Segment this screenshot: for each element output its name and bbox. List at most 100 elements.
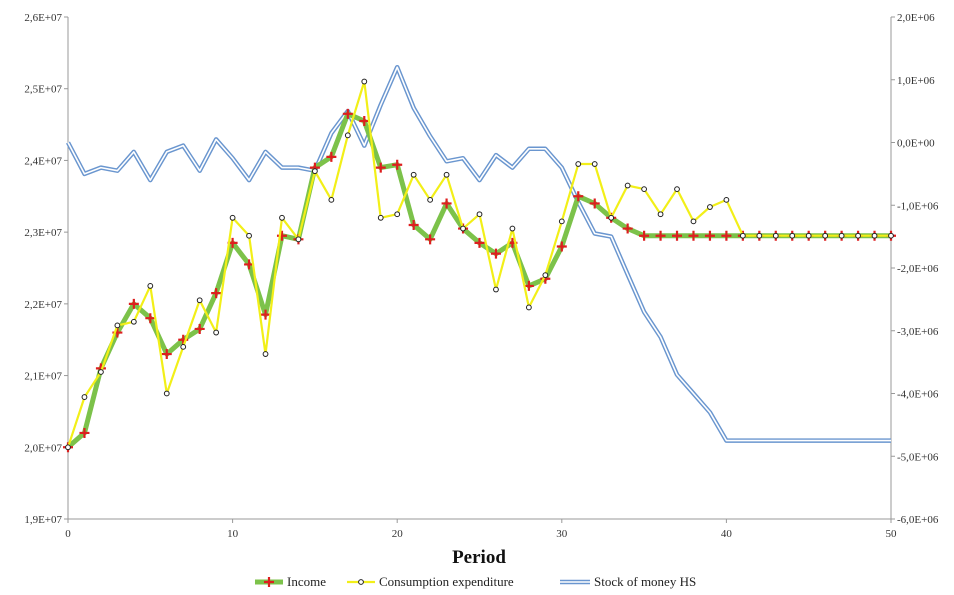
- income-point: [79, 427, 90, 438]
- consumption-point: [575, 161, 582, 167]
- right-tick-label: -6,0E+06: [897, 514, 939, 526]
- legend-marker-income: [264, 577, 274, 587]
- income-point: [408, 219, 419, 230]
- consumption-point: [295, 236, 302, 243]
- income-point: [359, 115, 370, 126]
- consumption-point: [312, 168, 318, 175]
- income-point: [260, 309, 271, 320]
- income-line: [66, 111, 891, 450]
- x-tick-label: 30: [556, 528, 568, 540]
- income-point: [211, 288, 222, 299]
- consumption-point: [591, 161, 598, 167]
- consumption-point: [739, 232, 746, 239]
- consumption-point: [262, 351, 269, 357]
- legend-label-money: Stock of money HS: [594, 574, 696, 589]
- x-tick-label: 0: [65, 528, 71, 540]
- right-tick-label: 0,0E+00: [897, 138, 935, 150]
- consumption-point: [608, 214, 615, 221]
- income-point: [375, 162, 386, 173]
- consumption-point: [690, 218, 697, 225]
- legend-marker-consumption: [358, 579, 364, 585]
- consumption-point: [196, 297, 203, 304]
- consumption-point: [542, 272, 549, 279]
- consumption-point: [443, 171, 450, 178]
- consumption-point: [65, 444, 71, 451]
- consumption-point: [707, 204, 713, 210]
- x-tick-label: 10: [227, 528, 239, 540]
- consumption-point: [460, 225, 466, 232]
- right-tick-label: 2,0E+06: [897, 12, 935, 24]
- consumption-line: [66, 80, 891, 448]
- consumption-point: [344, 132, 351, 139]
- left-tick-label: 2,3E+07: [24, 227, 62, 239]
- consumption-point: [410, 171, 417, 178]
- income-point: [523, 280, 534, 291]
- consumption-point: [180, 343, 187, 350]
- x-axis-label: Period: [452, 547, 506, 568]
- left-tick-label: 2,4E+07: [24, 155, 62, 167]
- consumption-point: [98, 369, 104, 375]
- income-point: [441, 198, 452, 209]
- legend-label-consumption: Consumption expenditure: [379, 574, 514, 589]
- consumption-point: [822, 232, 829, 239]
- consumption-point: [772, 232, 779, 239]
- left-tick-label: 2,6E+07: [24, 12, 62, 24]
- income-point: [573, 191, 584, 202]
- consumption-point: [756, 232, 763, 239]
- income-point: [655, 230, 666, 241]
- x-tick-label: 40: [721, 528, 733, 540]
- consumption-point: [509, 225, 516, 232]
- income-point: [276, 230, 287, 241]
- left-tick-label: 2,2E+07: [24, 299, 62, 311]
- series-income: [63, 108, 896, 453]
- income-point: [490, 248, 501, 259]
- right-tick-label: -4,0E+06: [897, 389, 939, 401]
- consumption-point: [838, 232, 845, 239]
- x-tick-label: 20: [392, 528, 404, 540]
- series-consumption-expenditure: [65, 78, 894, 451]
- income-point: [688, 230, 699, 241]
- left-tick-label: 2,0E+07: [24, 442, 62, 454]
- income-point: [672, 230, 683, 241]
- income-point: [639, 230, 650, 241]
- income-point: [128, 298, 139, 309]
- consumption-point: [493, 286, 499, 293]
- right-axis-ticks: -6,0E+06 -5,0E+06 -4,0E+06 -3,0E+06 -2,0E+06…: [891, 12, 939, 526]
- consumption-point: [130, 318, 137, 325]
- consumption-point: [641, 186, 647, 193]
- legend-label-income: Income: [287, 574, 326, 589]
- consumption-point: [657, 211, 664, 218]
- income-point: [392, 159, 403, 170]
- consumption-point: [361, 78, 368, 85]
- income-point: [194, 323, 205, 334]
- right-tick-label: -5,0E+06: [897, 451, 939, 463]
- right-tick-label: 1,0E+06: [897, 75, 935, 87]
- income-point: [161, 349, 172, 360]
- consumption-point: [246, 232, 252, 239]
- x-tick-label: 50: [886, 528, 898, 540]
- consumption-point: [279, 214, 285, 221]
- consumption-point: [163, 390, 170, 397]
- consumption-point: [81, 394, 88, 400]
- consumption-point: [789, 232, 796, 239]
- left-tick-label: 1,9E+07: [24, 514, 62, 526]
- income-point: [326, 151, 337, 162]
- left-tick-label: 2,1E+07: [24, 371, 62, 383]
- consumption-point: [476, 211, 483, 218]
- left-tick-label: 2,5E+07: [24, 84, 62, 96]
- consumption-point: [805, 232, 812, 239]
- right-tick-label: -2,0E+06: [897, 263, 939, 275]
- consumption-point: [229, 214, 236, 221]
- income-point: [474, 237, 485, 248]
- left-axis-ticks: 1,9E+07 2,0E+07 2,1E+07 2,2E+07 2,3E+07 2,4E+…: [24, 12, 68, 526]
- income-point: [622, 223, 633, 234]
- consumption-point: [213, 329, 220, 336]
- consumption-point: [558, 218, 565, 225]
- consumption-point: [147, 283, 154, 289]
- consumption-point: [525, 304, 532, 311]
- legend: Income Consumption expenditure Stock of mo…: [255, 574, 696, 589]
- consumption-point: [427, 196, 434, 203]
- right-tick-label: -3,0E+06: [897, 326, 939, 338]
- consumption-point: [888, 232, 894, 239]
